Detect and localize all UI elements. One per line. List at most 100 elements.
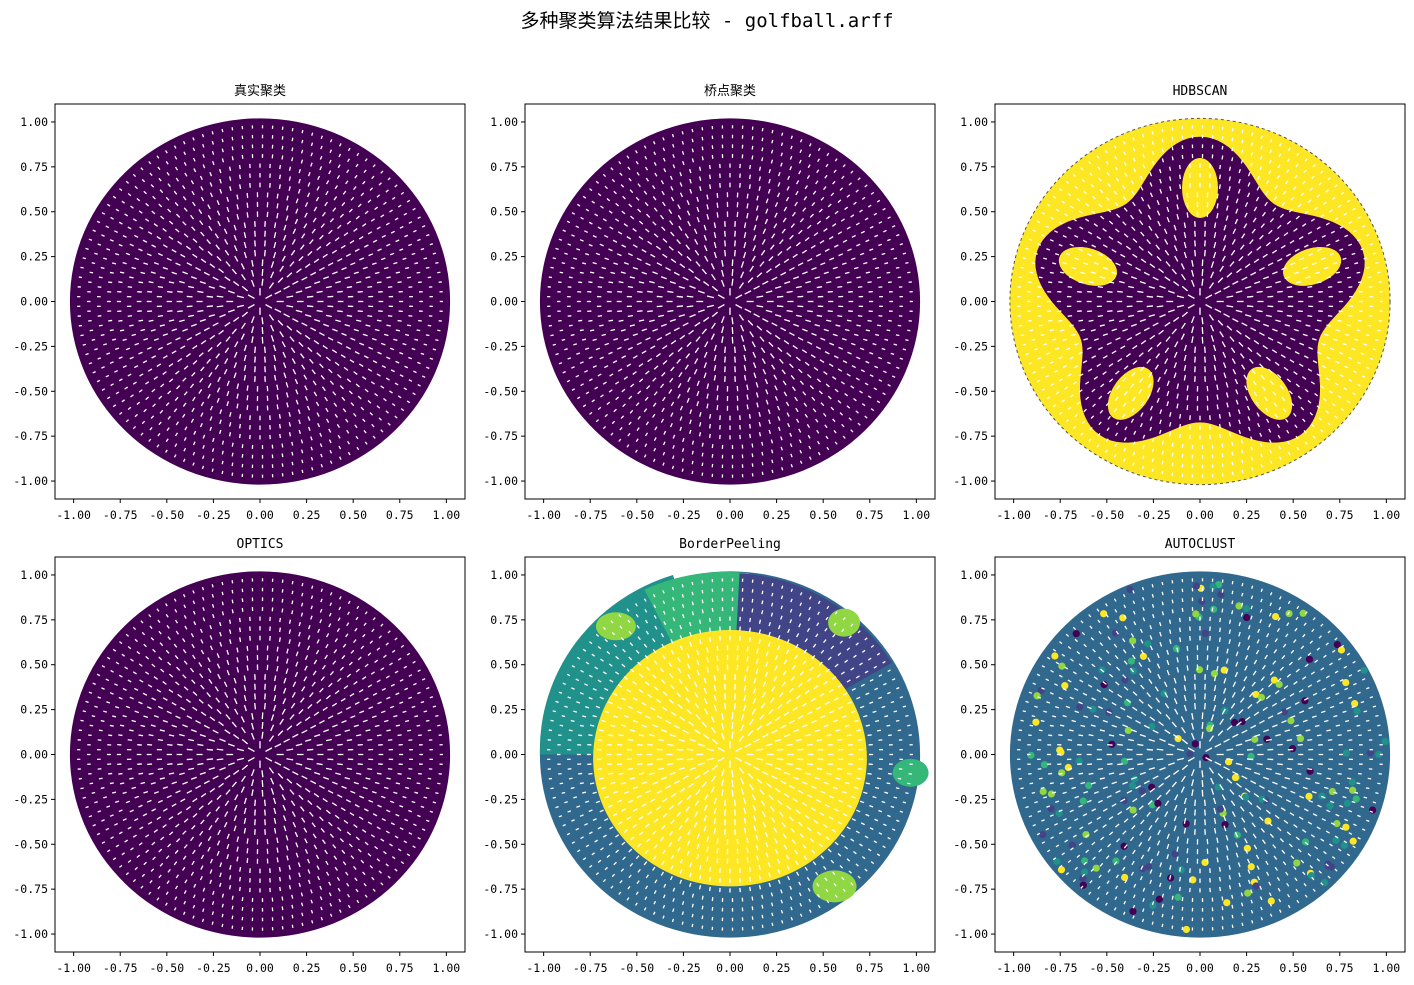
ring-dash xyxy=(1281,202,1286,207)
ring-dash xyxy=(623,791,629,794)
ring-dash xyxy=(826,319,832,322)
ring-dash xyxy=(658,285,665,289)
ring-dash xyxy=(886,329,891,332)
ring-dash xyxy=(1250,152,1253,157)
ring-dash xyxy=(285,215,289,221)
ring-dash xyxy=(1201,327,1204,334)
ring-dash xyxy=(1259,267,1265,271)
ring-dash xyxy=(335,319,341,323)
ring-dash xyxy=(157,885,161,890)
ring-dash xyxy=(328,682,333,688)
ring-dash xyxy=(1285,180,1289,185)
ring-dash xyxy=(595,419,600,423)
ring-dash xyxy=(669,175,673,181)
ring-dash xyxy=(841,337,847,341)
ring-dash xyxy=(1225,392,1229,398)
ring-dash xyxy=(618,161,622,165)
ring-dash xyxy=(139,679,144,683)
ring-dash xyxy=(853,719,859,723)
ring-dash xyxy=(780,446,783,451)
ring-dash xyxy=(200,339,207,345)
ring-dash xyxy=(165,891,169,895)
ring-dash xyxy=(1247,250,1253,256)
ring-dash xyxy=(1309,412,1314,416)
ring-dash xyxy=(734,809,736,816)
ring-dash xyxy=(1049,239,1054,242)
ring-dash xyxy=(1216,404,1219,410)
ring-dash xyxy=(148,319,154,322)
ring-dash xyxy=(1132,462,1135,466)
ring-dash xyxy=(746,384,749,390)
ring-dash xyxy=(177,310,183,313)
ring-dash xyxy=(1074,365,1079,369)
ring-dash xyxy=(150,184,155,188)
ring-dash xyxy=(1273,196,1278,201)
ring-dash xyxy=(1244,263,1251,269)
ring-dash xyxy=(347,158,350,163)
ring-dash xyxy=(1088,438,1092,442)
ring-dash xyxy=(151,355,157,359)
ring-dash xyxy=(221,903,224,908)
ring-dash xyxy=(288,865,291,870)
ring-dash xyxy=(80,266,84,269)
ring-dash xyxy=(589,411,593,415)
ring-dash xyxy=(353,228,358,232)
ring-dash xyxy=(1253,391,1258,397)
ring-dash xyxy=(175,177,179,182)
ring-dash xyxy=(746,213,749,219)
ring-dash xyxy=(1098,177,1102,182)
ring-dash xyxy=(874,234,879,238)
ring-dash xyxy=(417,837,421,840)
ring-dash xyxy=(175,681,180,686)
ring-dash xyxy=(195,332,201,336)
ring-dash xyxy=(1115,262,1121,266)
ring-dash xyxy=(850,342,856,346)
ring-dash xyxy=(337,711,343,715)
ring-dash xyxy=(691,470,694,475)
ring-dash xyxy=(627,166,631,171)
ring-dash xyxy=(188,738,195,742)
ring-dash xyxy=(376,679,381,683)
ring-dash xyxy=(592,338,597,341)
ring-dash xyxy=(823,724,829,728)
ring-dash xyxy=(243,675,247,682)
ring-dash xyxy=(1236,268,1242,274)
ring-dash xyxy=(1142,143,1145,148)
ring-dash xyxy=(1098,203,1103,208)
ring-dash xyxy=(1025,353,1029,356)
ring-dash xyxy=(337,224,342,230)
ring-dash xyxy=(236,403,239,409)
ring-dash xyxy=(691,138,694,143)
ring-dash xyxy=(118,772,123,775)
x-tick-label: 1.00 xyxy=(903,508,931,522)
ring-dash xyxy=(1045,374,1050,378)
ring-dash xyxy=(616,253,622,257)
ring-dash xyxy=(1132,451,1136,456)
ring-dash xyxy=(765,309,773,313)
ring-dash xyxy=(331,249,338,254)
ring-dash xyxy=(238,886,241,892)
ring-dash xyxy=(676,758,684,761)
outline xyxy=(1009,117,1391,486)
ring-dash xyxy=(662,441,666,446)
y-tick-label: -0.25 xyxy=(13,792,48,806)
ring-dash xyxy=(1310,218,1315,222)
ring-dash xyxy=(713,704,717,712)
ring-dash xyxy=(168,281,175,284)
ring-dash xyxy=(641,328,647,332)
ring-dash xyxy=(171,350,177,354)
ring-dash xyxy=(288,412,291,417)
ring-dash xyxy=(1054,230,1058,234)
ring-dash xyxy=(322,706,328,711)
ring-dash xyxy=(192,915,195,919)
ring-dash xyxy=(1342,343,1347,346)
ring-dash xyxy=(199,830,204,836)
ring-dash xyxy=(819,240,825,244)
ring-dash xyxy=(846,194,851,198)
ring-dash xyxy=(177,240,183,245)
ring-dash xyxy=(731,722,734,729)
ring-dash xyxy=(744,290,752,295)
ring-dash xyxy=(846,734,852,737)
ring-dash xyxy=(1268,229,1273,235)
ring-dash xyxy=(1123,207,1128,212)
